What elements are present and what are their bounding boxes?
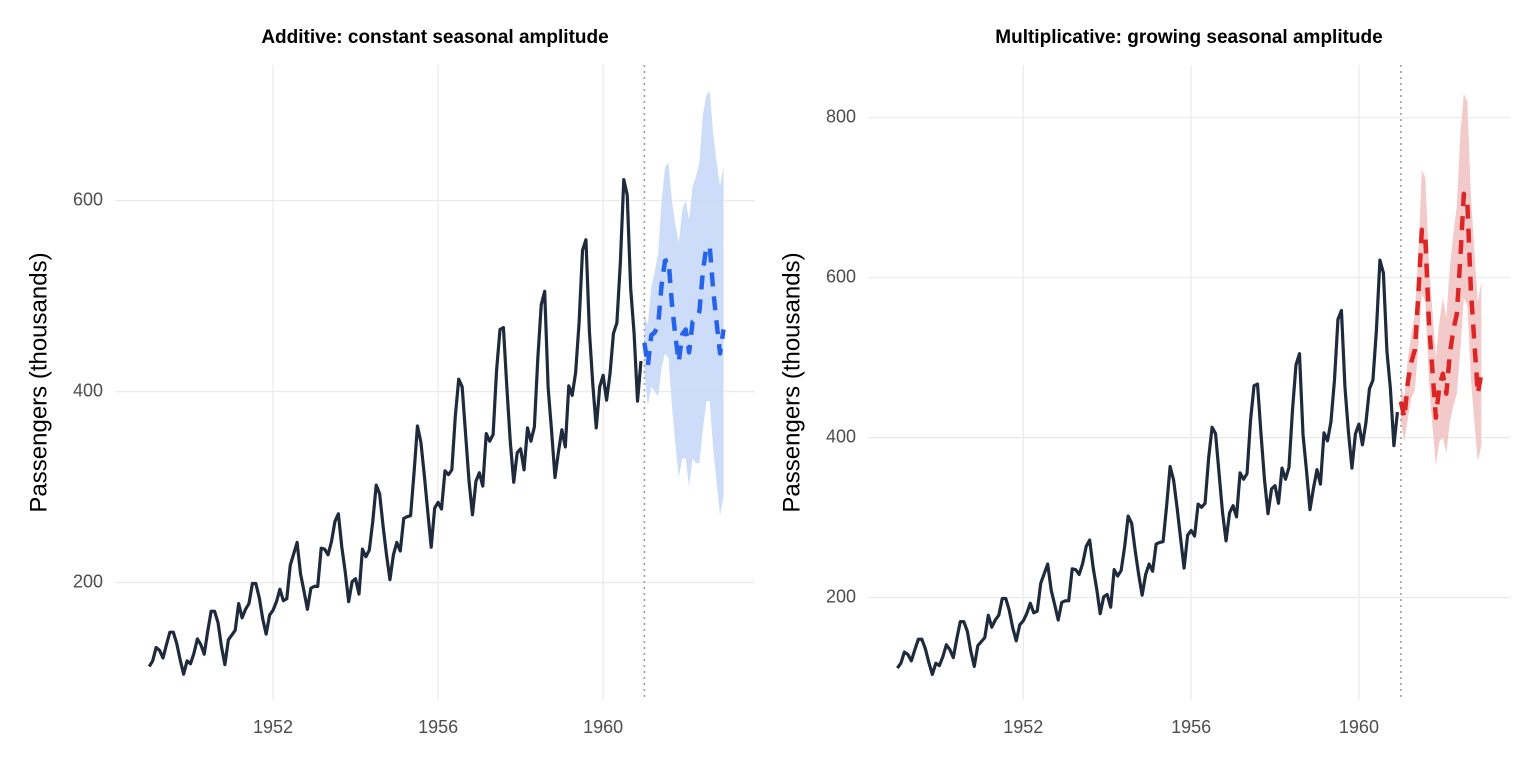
x-tick-label: 1956 — [418, 717, 458, 737]
x-tick-label: 1952 — [253, 717, 293, 737]
y-tick-label: 200 — [826, 586, 856, 606]
y-axis-label: Passengers (thousands) — [25, 252, 52, 512]
x-tick-label: 1960 — [1339, 717, 1379, 737]
x-tick-label: 1956 — [1171, 717, 1211, 737]
panel: 200 400 600 800 1952 1956 1960 Multiplicative: … — [778, 27, 1510, 737]
y-tick-label: 800 — [826, 107, 856, 127]
y-tick-label: 200 — [73, 571, 103, 591]
y-tick-label: 400 — [73, 380, 103, 400]
observed-line — [896, 258, 1400, 677]
y-tick-label: 600 — [826, 266, 856, 286]
x-tick-label: 1960 — [583, 717, 623, 737]
chart-title: Multiplicative: growing seasonal amplitu… — [995, 27, 1382, 48]
forecast-line — [1398, 191, 1484, 420]
prediction-band — [1400, 93, 1482, 466]
y-tick-label: 400 — [826, 426, 856, 446]
observed-line — [147, 177, 643, 676]
forecast-line — [642, 244, 726, 369]
prediction-band — [644, 90, 724, 516]
y-tick-label: 600 — [73, 189, 103, 209]
chart-title: Additive: constant seasonal amplitude — [261, 27, 608, 48]
y-axis-label: Passengers (thousands) — [778, 252, 805, 512]
x-tick-label: 1952 — [1003, 717, 1043, 737]
panel: 200 400 600 1952 1956 1960 Additive: constant … — [25, 27, 755, 737]
